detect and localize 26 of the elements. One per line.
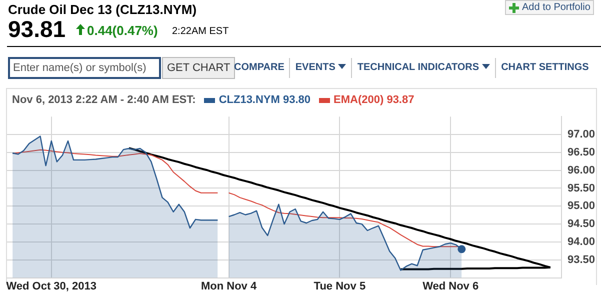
text: TECHNICAL INDICATORS <box>357 61 480 75</box>
y-tick-label: 95.00 <box>567 200 596 212</box>
y-tick-label: 97.00 <box>567 128 596 141</box>
text: COMPARE <box>234 61 284 75</box>
y-tick-label: 96.00 <box>567 164 596 176</box>
text: EVENTS <box>295 61 336 75</box>
text: CHART SETTINGS <box>501 61 589 75</box>
x-tick-label: Wed Nov 6 <box>422 280 479 292</box>
legend-title: Nov 6, 2013 2:22 AM - 2:40 AM EST: <box>12 94 196 106</box>
legend-label: EMA(200) 93.87 <box>332 94 414 106</box>
text: Add to Portfolio <box>505 0 594 15</box>
y-tick-label: 94.50 <box>567 218 596 230</box>
text: 2:22AM EST <box>172 26 229 37</box>
text: 0.44(0.47%) <box>86 23 158 38</box>
y-tick-label: 93.50 <box>567 254 596 266</box>
chart-title: Crude Oil Dec 13 (CLZ13.NYM) <box>8 2 197 17</box>
x-tick-label: Wed Oct 30, 2013 <box>6 280 97 292</box>
y-tick-label: 94.00 <box>567 236 596 248</box>
text: 93.81 <box>8 16 66 43</box>
y-tick-label: 95.50 <box>567 182 596 194</box>
x-tick-label: Mon Nov 4 <box>200 280 258 292</box>
legend-label: CLZ13.NYM 93.80 <box>218 94 311 106</box>
text: GET CHART <box>162 57 236 79</box>
y-tick-label: 96.50 <box>567 146 596 158</box>
text: Enter name(s) or symbol(s) <box>8 57 161 79</box>
x-tick-label: Tue Nov 5 <box>314 280 366 292</box>
